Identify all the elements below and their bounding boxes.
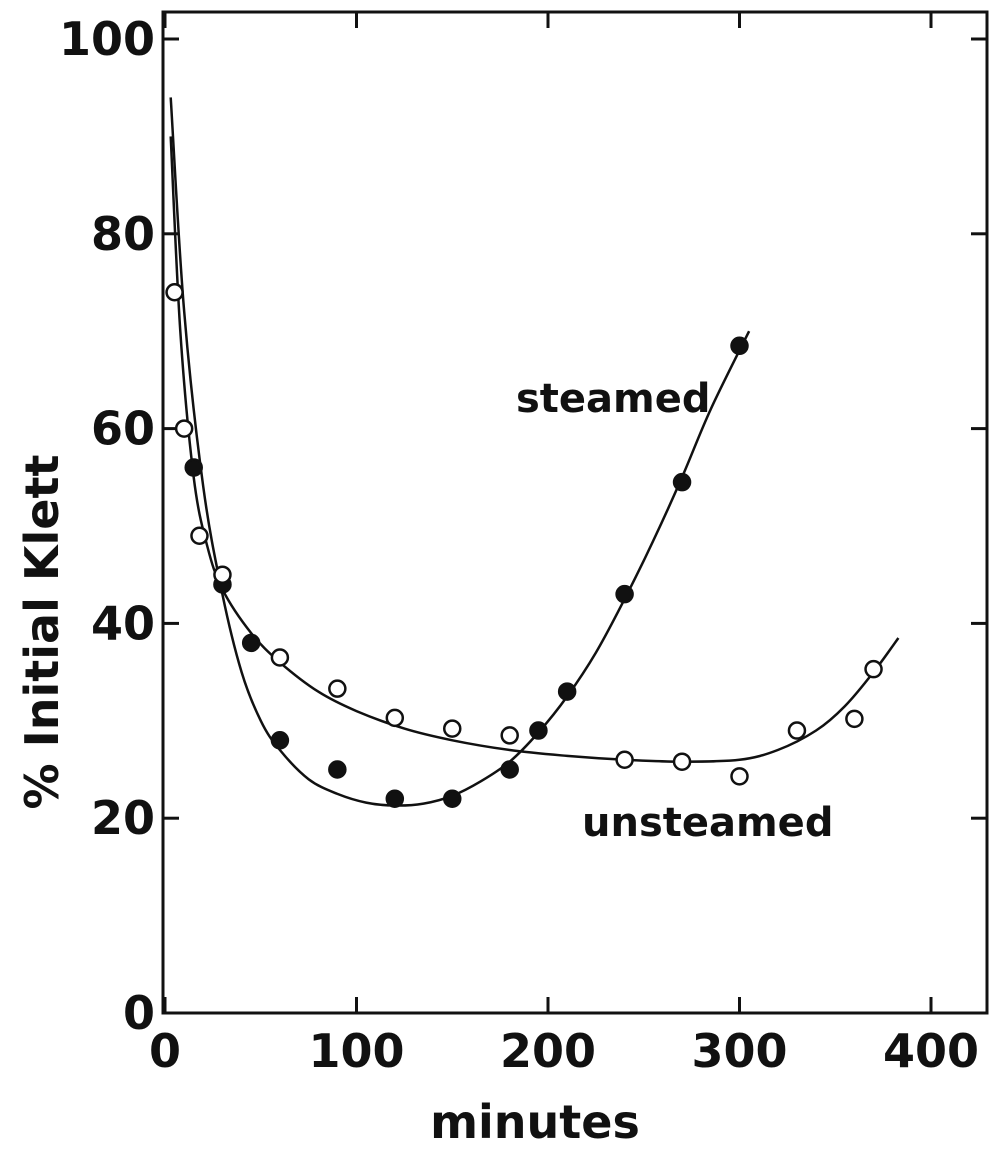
data-point-steamed bbox=[385, 789, 405, 808]
data-point-steamed bbox=[270, 731, 290, 750]
data-point-steamed bbox=[500, 760, 519, 779]
y-tick-label: 100 bbox=[59, 12, 155, 66]
data-point-unsteamed bbox=[845, 709, 864, 729]
series-curves bbox=[169, 97, 900, 807]
series-points bbox=[165, 282, 883, 808]
data-point-unsteamed bbox=[328, 679, 347, 698]
data-point-steamed bbox=[730, 336, 749, 356]
y-tick-label: 60 bbox=[91, 402, 155, 456]
data-point-unsteamed bbox=[787, 721, 807, 740]
y-tick-label: 40 bbox=[91, 596, 155, 650]
data-point-unsteamed bbox=[443, 719, 462, 738]
data-point-steamed bbox=[557, 682, 577, 701]
data-point-steamed bbox=[443, 789, 462, 808]
x-axis-title: minutes bbox=[430, 1095, 640, 1149]
series-curve-steamed bbox=[169, 97, 751, 807]
data-point-steamed bbox=[328, 760, 347, 779]
y-tick-label: 20 bbox=[91, 791, 155, 845]
data-point-unsteamed bbox=[165, 282, 184, 302]
plot-frame bbox=[161, 10, 989, 1015]
axis-tick-labels: 0 20 40 60 80 100 0 100 200 300 400 bbox=[59, 12, 979, 1078]
x-tick-label: 300 bbox=[691, 1024, 787, 1078]
data-point-steamed bbox=[184, 458, 203, 477]
data-point-steamed bbox=[241, 633, 261, 653]
data-point-steamed bbox=[529, 721, 548, 740]
data-point-unsteamed bbox=[672, 752, 692, 771]
y-tick-label: 80 bbox=[91, 207, 155, 261]
axis-ticks bbox=[163, 12, 987, 1015]
data-point-steamed bbox=[672, 472, 692, 492]
x-tick-label: 0 bbox=[149, 1024, 181, 1078]
data-point-unsteamed bbox=[190, 526, 209, 545]
y-tick-label: 0 bbox=[123, 986, 155, 1040]
data-point-unsteamed bbox=[213, 565, 232, 584]
data-point-unsteamed bbox=[270, 648, 290, 667]
data-point-unsteamed bbox=[385, 708, 405, 728]
data-point-unsteamed bbox=[730, 767, 749, 786]
series-label-unsteamed: unsteamed bbox=[582, 800, 833, 846]
data-point-unsteamed bbox=[615, 750, 634, 770]
data-point-unsteamed bbox=[864, 659, 883, 679]
x-tick-label: 100 bbox=[308, 1024, 404, 1078]
series-curve-unsteamed bbox=[169, 136, 900, 763]
y-axis-title: % Initial Klett bbox=[15, 455, 69, 810]
data-point-unsteamed bbox=[174, 419, 194, 438]
x-tick-label: 400 bbox=[883, 1024, 979, 1078]
series-label-steamed: steamed bbox=[516, 376, 711, 422]
data-point-unsteamed bbox=[500, 726, 519, 745]
data-point-steamed bbox=[615, 584, 634, 604]
x-tick-label: 200 bbox=[500, 1024, 596, 1078]
